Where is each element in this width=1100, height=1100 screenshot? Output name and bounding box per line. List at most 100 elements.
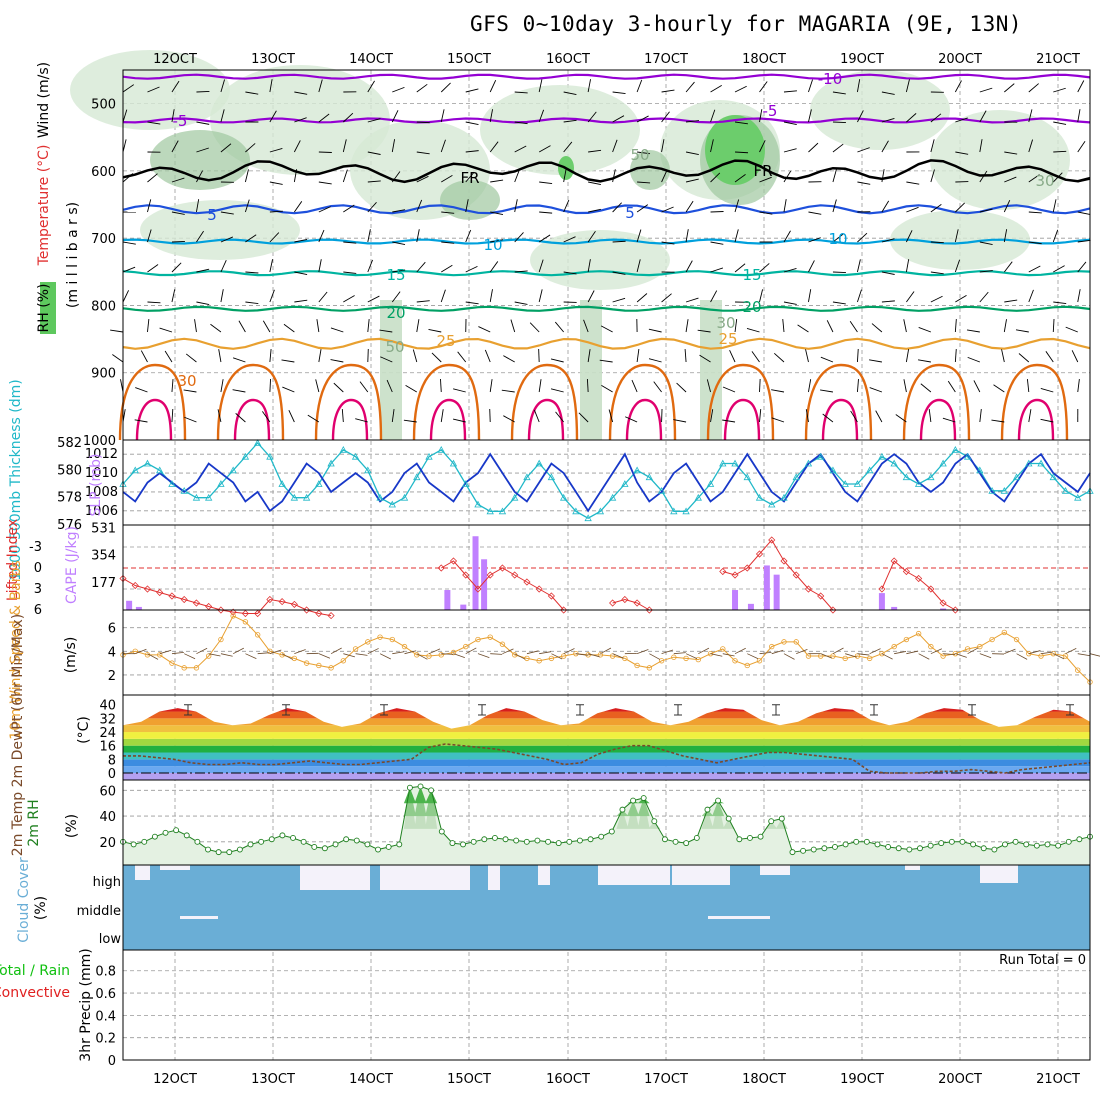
wind-barb xyxy=(684,349,687,363)
rh2m-point xyxy=(481,836,488,843)
rh2m-point xyxy=(778,815,785,822)
thickness-point xyxy=(462,480,470,487)
wind-barb xyxy=(367,118,381,123)
wind10-point xyxy=(548,655,555,662)
rh2m-point xyxy=(545,838,552,845)
wind10-point xyxy=(181,665,187,671)
wind-barb xyxy=(392,86,405,93)
wind-barb xyxy=(1004,299,1018,303)
rh-shading-dark xyxy=(440,180,500,220)
rh2m-point xyxy=(162,829,169,836)
wind-barb xyxy=(1018,353,1030,363)
wind10-barb xyxy=(673,652,686,655)
rh-column xyxy=(580,300,602,440)
wind-barb xyxy=(636,259,641,273)
rh2m-point xyxy=(619,806,626,813)
rh2m-point xyxy=(693,835,700,841)
wind-barb xyxy=(220,143,232,153)
rh-band-path xyxy=(403,786,725,804)
wind10-barb xyxy=(894,651,907,655)
wind10-barb xyxy=(477,653,490,658)
cape-tick: 531 xyxy=(91,521,116,536)
rh2m-point xyxy=(523,838,530,845)
thickness-point xyxy=(192,493,201,501)
wind-barb xyxy=(538,79,543,93)
wind-barb xyxy=(783,301,797,305)
wind-barb xyxy=(147,229,152,243)
wind-barb xyxy=(588,181,601,186)
isotherm-label: FR xyxy=(753,162,772,180)
rh2m-point xyxy=(385,844,392,850)
wind-tick: 4 xyxy=(108,645,116,660)
li-tick: -3 xyxy=(29,540,42,555)
cape-bar xyxy=(940,608,947,610)
wind-barb xyxy=(1077,289,1081,303)
wind-barb xyxy=(1077,109,1081,123)
wind10-point xyxy=(793,639,799,645)
wind-barb xyxy=(881,200,890,213)
wind-barb xyxy=(588,149,602,153)
rh2m-point xyxy=(1002,841,1008,848)
thickness-point xyxy=(559,493,568,501)
wind-barb xyxy=(734,121,748,125)
isotherm-line xyxy=(122,337,1091,350)
isotherm-label: -5 xyxy=(763,102,778,120)
rh2m-point xyxy=(1023,841,1030,848)
wind-barb xyxy=(676,382,687,393)
rh2m-point xyxy=(725,815,732,822)
wind-barb xyxy=(269,79,273,93)
wind-barb xyxy=(783,90,797,93)
isotherm-30-loop xyxy=(510,363,579,441)
wind10-point xyxy=(952,650,959,657)
wind-barb xyxy=(1040,418,1054,423)
rh2m-point xyxy=(863,838,870,845)
wind-barb xyxy=(636,115,649,123)
rh2m-point xyxy=(938,840,945,847)
thickness-point xyxy=(608,493,617,501)
wind10m-unit: (m/s) xyxy=(63,637,79,674)
wind-barb xyxy=(355,418,368,423)
pressure-tick: 700 xyxy=(91,232,116,247)
wind10-point xyxy=(683,655,689,662)
date-tick-top: 18OCT xyxy=(742,52,786,67)
wind-barb xyxy=(529,322,540,333)
wind-barb xyxy=(416,261,426,273)
wind-barb xyxy=(832,143,844,153)
wind10-point xyxy=(977,643,983,650)
rh2m-point xyxy=(290,835,296,841)
lifted-index-point xyxy=(890,557,898,565)
cloud-tick: middle xyxy=(77,904,121,919)
slp-thickness-panel xyxy=(119,439,1094,522)
wind-barb xyxy=(171,240,185,243)
wind-barb xyxy=(734,85,747,93)
wind-barb xyxy=(489,379,493,393)
run-total: Run Total = 0 xyxy=(999,953,1086,968)
wind-barb xyxy=(955,294,967,303)
wind-barb xyxy=(122,266,136,273)
thickness-point xyxy=(865,466,874,474)
wind-barb xyxy=(857,289,862,303)
wind-barb xyxy=(1003,200,1011,213)
thickness-point xyxy=(657,486,666,494)
wind10-barb xyxy=(318,653,331,659)
rh2m-point xyxy=(406,784,413,791)
rh2m-point xyxy=(970,841,977,848)
wind-barb xyxy=(220,289,224,303)
wind10-point xyxy=(769,643,775,650)
wind-barb xyxy=(918,327,932,333)
minmax-whisker xyxy=(576,704,584,716)
wind10-barb xyxy=(1016,653,1028,660)
rh2m-point xyxy=(736,836,743,843)
rh2m-point xyxy=(1065,838,1072,845)
wind-barb xyxy=(440,409,444,423)
wind10-point xyxy=(303,660,310,666)
wind-barb xyxy=(183,389,197,393)
wind-barb xyxy=(269,181,283,185)
wind-barb xyxy=(608,409,614,423)
wind-barb xyxy=(122,139,127,153)
wind-barb xyxy=(587,231,596,243)
rh2m-point xyxy=(1055,842,1062,849)
wind-barb xyxy=(1028,289,1034,303)
rh2m-point xyxy=(247,841,254,848)
wind-barb xyxy=(881,300,895,303)
